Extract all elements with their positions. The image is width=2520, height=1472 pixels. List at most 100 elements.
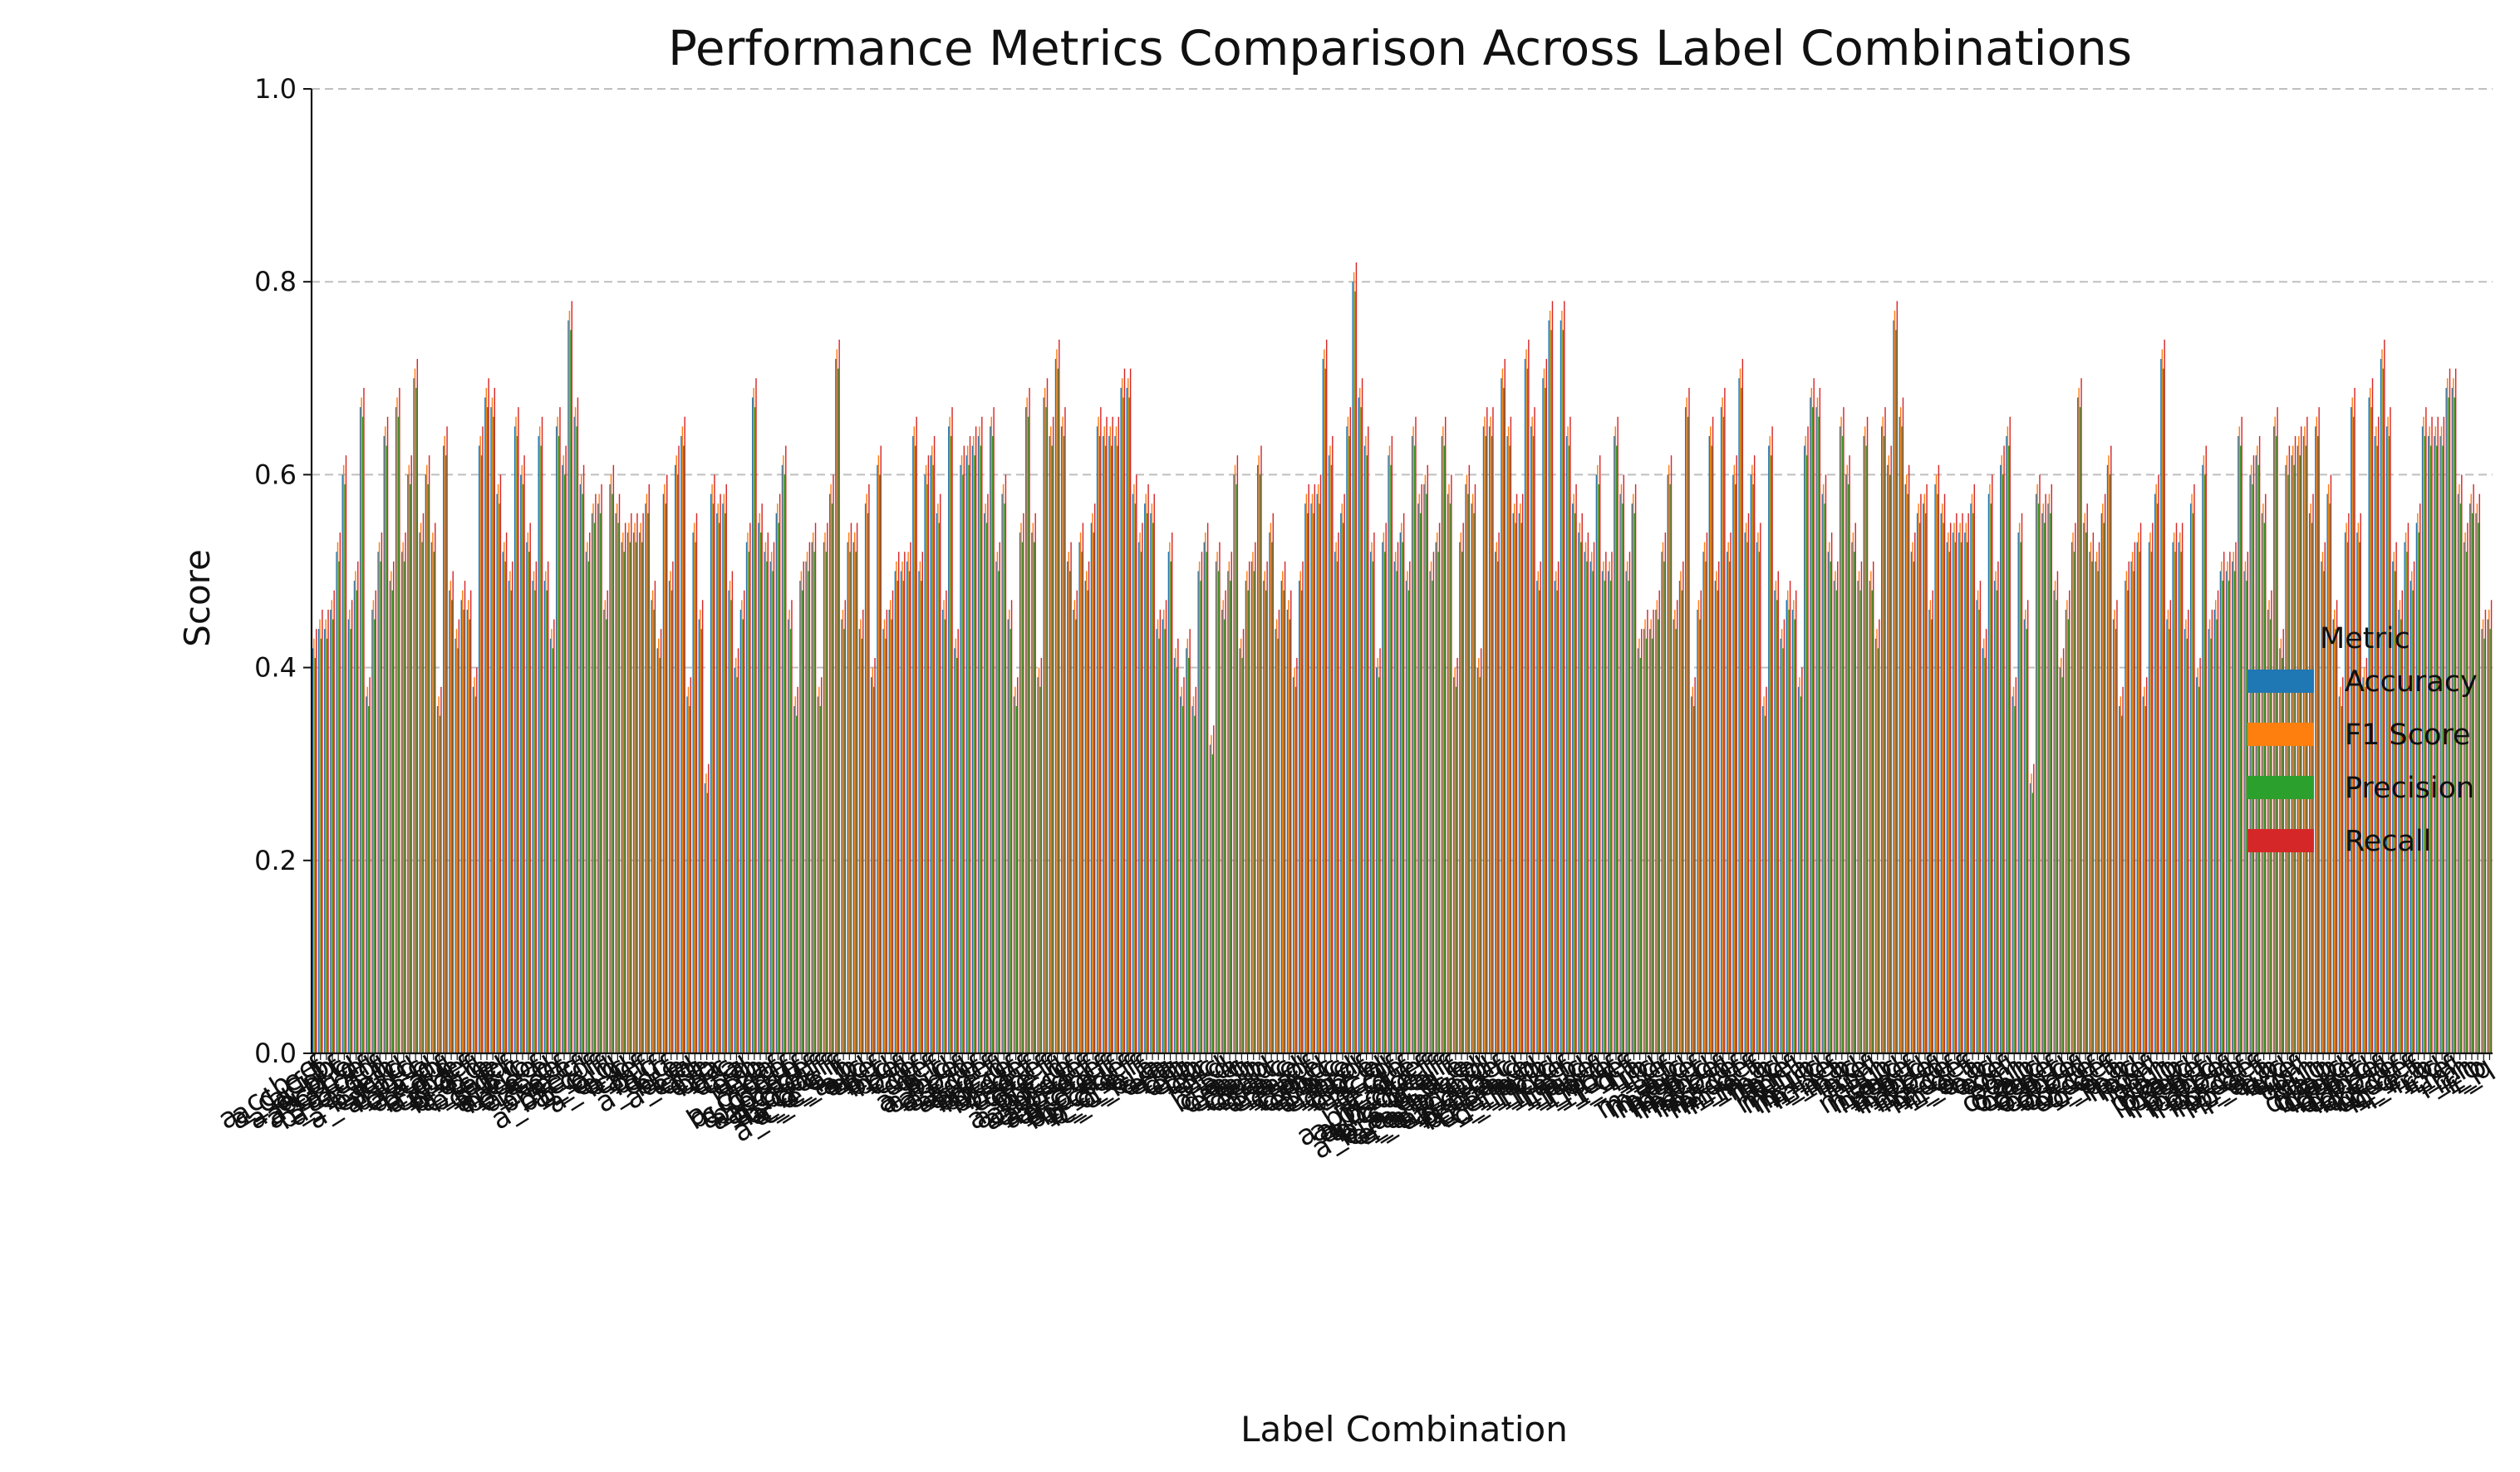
bar-f1-score-a_d_b_e	[1496, 542, 1497, 1053]
bar-precision-f_a	[1176, 667, 1178, 1053]
bar-f1-score-b_c_e_f	[1133, 484, 1135, 1053]
bar-f1-score-o_c_e	[2090, 542, 2092, 1053]
bar-recall-a_e_d_f	[381, 532, 383, 1053]
bar-precision-o_b_c	[2061, 677, 2063, 1053]
bar-f1-score-f_a_c	[1288, 600, 1289, 1053]
bar-accuracy-c_e	[632, 532, 635, 1053]
bar-accuracy-l_e	[1661, 552, 1663, 1053]
bar-recall-o_a_d	[2045, 493, 2046, 1053]
bar-f1-score-r_f	[2453, 378, 2454, 1053]
bar-f1-score-n_f	[1870, 571, 1872, 1053]
bar-recall-m_a_d	[1688, 387, 1690, 1053]
bar-recall-q_d_e	[2407, 523, 2409, 1053]
bar-f1-score-m_l_e	[1829, 542, 1830, 1053]
bar-f1-score-a_e_d	[616, 503, 618, 1053]
bar-f1-score-a_b_d_e	[1079, 532, 1082, 1053]
bar-precision-a_b	[855, 552, 857, 1053]
bar-recall-a_c_f	[981, 416, 983, 1053]
bar-recall-a_c_e_f_b	[850, 523, 852, 1053]
bar-recall-e_d	[1225, 590, 1226, 1053]
bar-f1-score-o_b_f	[2078, 387, 2080, 1053]
y-tick-label: 0.4	[254, 652, 297, 684]
bar-precision-d_e	[926, 484, 928, 1053]
bar-f1-score-e_d	[1222, 600, 1224, 1053]
bar-precision-r_n	[2471, 513, 2473, 1053]
bar-accuracy-a_c_d	[965, 455, 967, 1053]
bar-recall-c_a_b_d_e	[1468, 464, 1471, 1053]
bar-recall-q_b_e	[2377, 416, 2380, 1053]
bar-accuracy-a_c_b_e	[312, 648, 314, 1053]
bar-f1-score-l_b_d	[1603, 561, 1604, 1053]
bar-accuracy-m_l_e	[1827, 552, 1830, 1053]
bar-recall-l_a	[1641, 629, 1643, 1053]
bar-recall-f_c_d	[1391, 435, 1393, 1053]
bar-recall-a_d_b_e	[1498, 532, 1500, 1053]
bar-f1-score-c_a_d	[1270, 523, 1272, 1053]
bar-precision-p_a_c	[2186, 638, 2188, 1053]
bar-precision-d_e_f	[1057, 368, 1059, 1053]
bar-accuracy-m_a_b	[1673, 619, 1675, 1053]
bar-precision-o_b_e	[2073, 552, 2075, 1053]
bar-f1-score-e_a_b	[1258, 455, 1260, 1053]
bar-f1-score-a_c_d_e	[794, 696, 796, 1053]
bar-recall-c_a_b	[1248, 561, 1250, 1053]
bar-f1-score-a_e	[557, 416, 558, 1053]
bar-accuracy-q_a_b	[2332, 619, 2335, 1053]
bar-accuracy-a_d_e_f	[841, 619, 842, 1053]
bar-accuracy-l_d	[1655, 609, 1657, 1053]
bar-accuracy-d_e_f	[1054, 359, 1057, 1054]
bar-f1-score-a_b_e_f	[777, 503, 779, 1053]
bar-f1-score-o_e_f	[2114, 609, 2115, 1053]
bar-recall-r_q	[2490, 600, 2493, 1053]
bar-recall-a_d_f	[993, 407, 995, 1053]
bar-f1-score-c_e	[634, 523, 636, 1053]
bar-f1-score-c_f	[919, 561, 921, 1053]
bar-recall-o_f	[2009, 416, 2011, 1053]
bar-recall-c_e	[636, 513, 638, 1053]
bar-precision-b_f_a_e	[1526, 368, 1529, 1053]
bar-precision-b_d	[629, 542, 631, 1053]
bar-accuracy-c_d_e_f	[1144, 503, 1146, 1053]
bar-recall-p_e	[2146, 677, 2148, 1053]
bar-precision-o_d_e	[2103, 523, 2105, 1053]
bar-precision-o_b	[1984, 657, 1986, 1053]
bar-recall-c_d	[910, 542, 911, 1053]
bar-f1-score-q_p	[2327, 484, 2330, 1053]
y-tick-label: 1.0	[254, 73, 297, 105]
bar-precision-b_d_c	[421, 542, 423, 1053]
bar-recall-f_b_d	[1361, 378, 1363, 1053]
bar-accuracy-o_b_f	[2077, 397, 2079, 1053]
bar-f1-score-a_c_b_e	[313, 638, 315, 1053]
bar-f1-score-m_l_b	[1810, 387, 1813, 1053]
bar-precision-r_f	[2454, 397, 2455, 1053]
bar-recall-p_a_b	[2181, 523, 2184, 1053]
bar-precision-l_b	[1645, 638, 1648, 1053]
bar-accuracy-a_f_b_c	[1506, 435, 1508, 1053]
bar-f1-score-a_d_e	[455, 629, 458, 1053]
bar-precision-q_a_c	[2341, 706, 2343, 1053]
bar-f1-score-d_b_c	[1329, 445, 1331, 1053]
bar-f1-score-b_c_e_f	[818, 686, 820, 1053]
bar-f1-score-a_c_d	[551, 629, 553, 1053]
bar-accuracy-n_c_d	[1940, 513, 1942, 1053]
y-tick-label: 0.2	[254, 845, 297, 876]
bar-f1-score-a_b_e_f	[1092, 513, 1093, 1053]
bar-precision-p_c_e	[2240, 445, 2242, 1053]
bar-precision-l_b_f	[1615, 445, 1618, 1053]
bar-precision-c_b	[700, 629, 702, 1053]
bar-f1-score-o_b	[1983, 638, 1985, 1053]
bar-precision-d_b_c	[1330, 464, 1333, 1053]
bar-precision-o_e_f	[2115, 629, 2117, 1053]
bar-f1-score-b_a	[717, 503, 719, 1053]
bar-precision-b_a_f	[445, 455, 447, 1053]
bar-precision-b_e	[896, 581, 898, 1053]
bar-precision-c_e_f	[1051, 445, 1053, 1053]
bar-precision-a_e_c_d	[403, 561, 405, 1053]
bar-f1-score-a_d_e_f	[1115, 426, 1118, 1053]
bar-f1-score-b_f_c	[515, 416, 517, 1053]
bar-precision-b_a_c_d	[374, 619, 376, 1053]
bar-recall-a_b_f	[369, 677, 371, 1053]
bar-precision-e_b_d	[1354, 291, 1356, 1053]
bar-recall-b_d_e_f	[803, 561, 804, 1053]
bar-precision-r_p	[2483, 638, 2485, 1053]
